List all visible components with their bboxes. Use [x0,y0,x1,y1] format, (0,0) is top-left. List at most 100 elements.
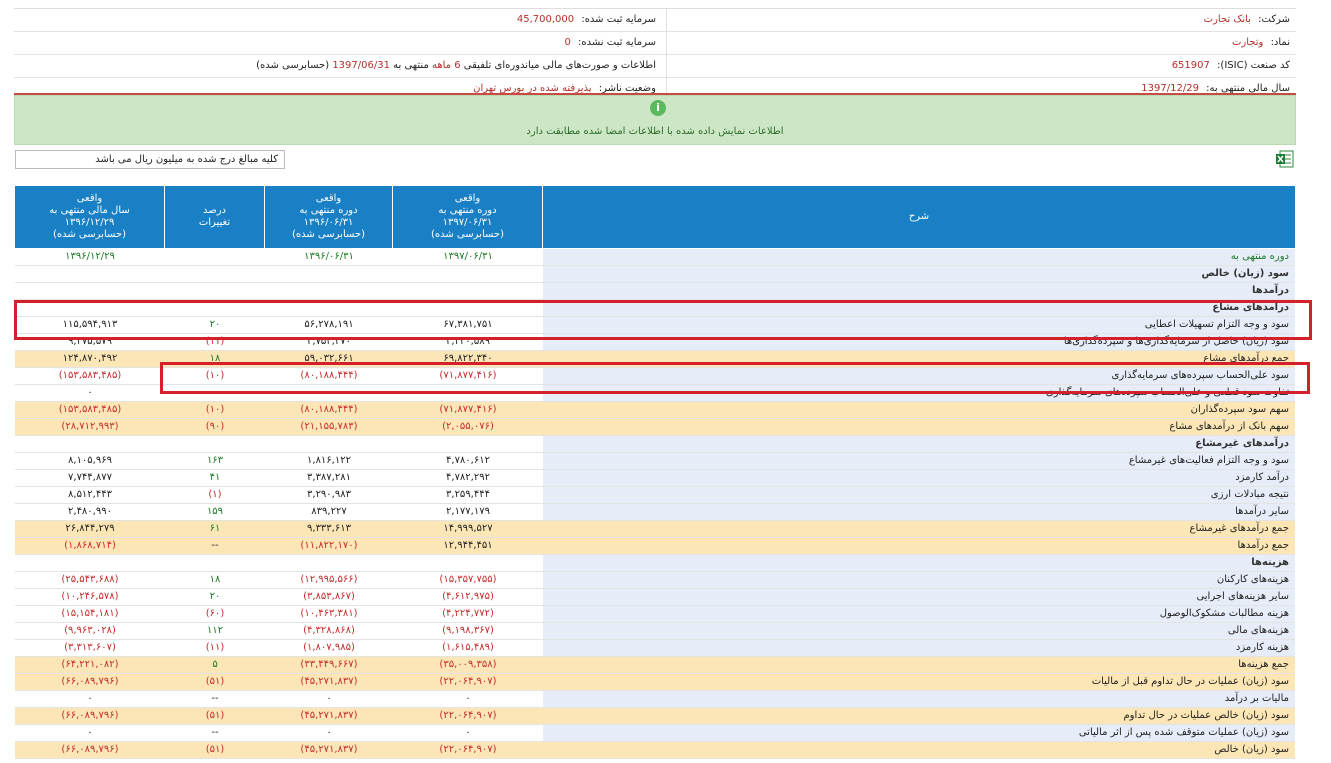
cell-desc: هزینه‌های مالی [543,623,1295,639]
cell-pct: (۱۱) [205,642,225,653]
cell-prev: ۰ [326,693,332,704]
isic-label: کد صنعت (ISIC): [1217,60,1290,71]
fiscal-value: 1397/12/29 [1141,83,1199,94]
company-link[interactable]: بانک تجارت [1203,14,1251,25]
header-pct-l1: درصد [202,205,227,216]
cell-desc: سود (زیان) خالص [543,742,1295,758]
cell-fiscal: (۱۵۳,۵۸۳,۴۸۵) [58,404,122,415]
table-row: ۷,۷۴۴,۸۷۷ ۴۱ ۳,۳۸۷,۲۸۱ ۴,۷۸۲,۲۹۲ درآمد کارمز… [15,470,1295,487]
cell-pct: (۱۰) [205,404,225,415]
cell-current: ۳,۲۵۹,۴۴۴ [446,489,490,500]
excel-export-icon[interactable] [1276,150,1294,168]
table-row: سود (زیان) خالص [15,266,1295,283]
cell-desc: هزینه کارمزد [543,640,1295,656]
cell-prev: ۳,۳۸۷,۲۸۱ [307,472,351,483]
table-row: (۹,۹۶۳,۰۲۸) ۱۱۲ (۴,۳۲۸,۸۶۸) (۹,۱۹۸,۳۶۷) هزین… [15,623,1295,640]
cell-prev [265,555,393,571]
cell-desc: جمع درآمدها [543,538,1295,554]
cell-desc: سهم سود سپرده‌گذاران [543,402,1295,418]
cell-pct [165,555,265,571]
report-date: 1397/06/31 [332,60,390,71]
cell-desc: نتیجه مبادلات ارزی [543,487,1295,503]
isic-value: 651907 [1171,60,1210,71]
cell-pct [165,283,265,299]
cell-prev: (۸۰,۱۸۸,۴۴۴) [300,404,358,415]
cell-fiscal: ۸,۱۰۵,۹۶۹ [68,455,112,466]
unreg-capital-label: سرمایه ثبت نشده: [578,37,656,48]
cell-pct: ۵ [212,659,218,670]
publisher-value: پذیرفته شده در بورس تهران [473,83,592,94]
cell-prev: (۱۰,۴۶۳,۳۸۱) [300,608,358,619]
table-row: (۳,۳۱۳,۶۰۷) (۱۱) (۱,۸۰۷,۹۸۵) (۱,۶۱۵,۴۸۹) هزی… [15,640,1295,657]
cell-current: (۴,۲۲۴,۷۷۲) [442,608,494,619]
table-row: ۱۱۵,۵۹۴,۹۱۳ ۲۰ ۵۶,۲۷۸,۱۹۱ ۶۷,۳۸۱,۷۵۱ سود و و… [15,317,1295,334]
cell-pct [165,436,265,452]
table-row: (۱۵۳,۵۸۳,۴۸۵) (۱۰) (۸۰,۱۸۸,۴۴۴) (۷۱,۸۷۷,۴۱۶… [15,368,1295,385]
cell-pct: (۶۰) [205,608,225,619]
publisher-label: وضعیت ناشر: [598,83,656,94]
table-row: درآمدهای غیرمشاع [15,436,1295,453]
table-row: هزینه‌ها [15,555,1295,572]
cell-fiscal: ۰ [87,727,93,738]
cell-fiscal: (۱۰,۲۴۶,۵۷۸) [61,591,119,602]
cell-fiscal: ۱۱۵,۵۹۴,۹۱۳ [62,319,118,330]
cell-desc: دوره منتهی به [543,249,1295,265]
cell-current: ۱۴,۹۹۹,۵۲۷ [443,523,493,534]
cell-prev: (۱۲,۹۹۵,۵۶۶) [300,574,358,585]
table-row: (۲۸,۷۱۲,۹۹۳) (۹۰) (۲۱,۱۵۵,۷۸۳) (۲,۰۵۵,۰۷۶) س… [15,419,1295,436]
cell-fiscal [15,283,165,299]
report-text: اطلاعات و صورت‌های مالی میاندوره‌ای تلفی… [463,60,656,71]
cell-desc: درآمدهای غیرمشاع [543,436,1295,452]
cell-pct: ۲۰ [209,591,221,602]
cell-current: (۱,۶۱۵,۴۸۹) [442,642,494,653]
cell-fiscal: (۹,۹۶۳,۰۲۸) [64,625,116,636]
cell-pct: ۱۸ [209,353,221,364]
table-row: (۶۶,۰۸۹,۷۹۶) (۵۱) (۴۵,۲۷۱,۸۳۷) (۲۲,۰۶۴,۹۰۷)… [15,742,1295,759]
cell-prev: ۵۹,۰۳۲,۶۶۱ [304,353,354,364]
header-prev-l4: (حسابرسی شده) [291,229,365,240]
symbol-label: نماد: [1270,37,1290,48]
header-cur-l2: دوره منتهی به [438,205,497,216]
table-row: ۲۶,۸۴۴,۲۷۹ ۶۱ ۹,۳۳۳,۶۱۳ ۱۴,۹۹۹,۵۲۷ جمع درآمد… [15,521,1295,538]
cell-current: ۴,۷۸۲,۲۹۲ [446,472,490,483]
company-info: شرکت: بانک تجارت سرمایه ثبت شده: 45,700,… [14,8,1296,101]
cell-desc: درآمدها [543,283,1295,299]
header-period-current: واقعی دوره منتهی به ۱۳۹۷/۰۶/۳۱ (حسابرسی … [393,186,543,248]
header-fiscal-l4: (حسابرسی شده) [52,229,126,240]
cell-desc: سود (زیان) عملیات متوقف شده پس از اثر ما… [543,725,1295,741]
cell-fiscal: ۷,۷۴۴,۸۷۷ [68,472,112,483]
cell-desc: مالیات بر درآمد [543,691,1295,707]
table-row: (۶۶,۰۸۹,۷۹۶) (۵۱) (۴۵,۲۷۱,۸۳۷) (۲۲,۰۶۴,۹۰۷)… [15,708,1295,725]
cell-prev: (۴۵,۲۷۱,۸۳۷) [300,744,358,755]
cell-fiscal: (۳,۳۱۳,۶۰۷) [64,642,116,653]
cell-fiscal: ۹,۲۷۵,۵۷۹ [68,336,112,347]
cell-prev [265,266,393,282]
cell-fiscal: ۲,۴۸۰,۹۹۰ [68,506,112,517]
cell-current: ۲,۴۴۰,۵۸۹ [446,336,490,347]
cell-pct: (۱۱) [205,336,225,347]
info-row-company: شرکت: بانک تجارت سرمایه ثبت شده: 45,700,… [14,9,1296,32]
cell-current [393,436,543,452]
cell-fiscal: ۸,۵۱۲,۴۴۳ [68,489,112,500]
cell-desc: سود (زیان) خالص [543,266,1295,282]
cell-prev: (۸۰,۱۸۸,۴۴۴) [300,370,358,381]
cell-current [393,555,543,571]
cell-desc: هزینه‌های کارکنان [543,572,1295,588]
table-row: ۸,۵۱۲,۴۴۳ (۱) ۳,۲۹۰,۹۸۳ ۳,۲۵۹,۴۴۴ نتیجه مباد… [15,487,1295,504]
cell-pct: (۱۰) [205,370,225,381]
table-row: ۲,۴۸۰,۹۹۰ ۱۵۹ ۸۳۹,۲۲۷ ۲,۱۷۷,۱۷۹ سایر درآمدها [15,504,1295,521]
cell-pct: -- [211,727,219,738]
header-cur-l1: واقعی [454,193,481,204]
cell-desc: سود و وجه التزام فعالیت‌های غیرمشاع [543,453,1295,469]
table-row: (۱۰,۲۴۶,۵۷۸) ۲۰ (۳,۸۵۳,۸۶۷) (۴,۶۱۲,۹۷۵) سایر… [15,589,1295,606]
cell-prev: ۱۳۹۶/۰۶/۳۱ [304,251,354,262]
header-fiscal-l3: ۱۳۹۶/۱۲/۲۹ [64,217,115,228]
reg-capital-label: سرمایه ثبت شده: [581,14,656,25]
annotation-box-deposits [160,362,1310,394]
table-row: ۰ -- ۰ ۰ سود (زیان) عملیات متوقف شده پس از ا… [15,725,1295,742]
cell-prev: (۲۱,۱۵۵,۷۸۳) [300,421,358,432]
cell-pct: (۵۱) [205,676,225,687]
cell-desc: هزینه مطالبات مشکوک‌الوصول [543,606,1295,622]
unreg-capital-value: 0 [564,37,571,48]
header-desc-label: شرح [908,211,930,222]
